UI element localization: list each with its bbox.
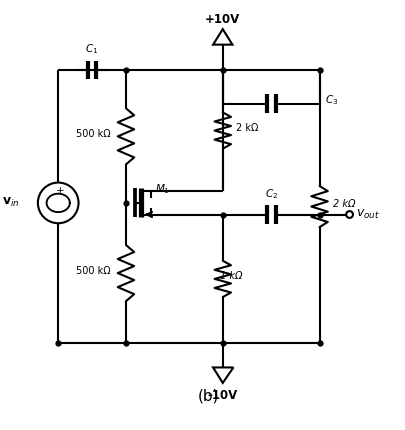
Text: 500 kΩ: 500 kΩ xyxy=(76,266,110,276)
Text: 500 kΩ: 500 kΩ xyxy=(76,129,110,139)
Text: $C_1$: $C_1$ xyxy=(85,43,98,56)
Text: $M_1$: $M_1$ xyxy=(155,182,170,196)
Text: $\mathbf{v}_{in}$: $\mathbf{v}_{in}$ xyxy=(2,197,19,209)
Text: +10V: +10V xyxy=(205,13,240,26)
Text: 2 kΩ: 2 kΩ xyxy=(332,199,355,209)
Text: +: + xyxy=(56,186,65,196)
Text: (b): (b) xyxy=(197,389,218,404)
Text: 1 kΩ: 1 kΩ xyxy=(220,271,242,282)
Text: $v_{out}$: $v_{out}$ xyxy=(355,208,379,221)
Text: $C_3$: $C_3$ xyxy=(324,93,338,107)
Text: -10V: -10V xyxy=(207,389,237,402)
Text: 2 kΩ: 2 kΩ xyxy=(236,123,258,133)
Text: $C_2$: $C_2$ xyxy=(264,187,277,201)
